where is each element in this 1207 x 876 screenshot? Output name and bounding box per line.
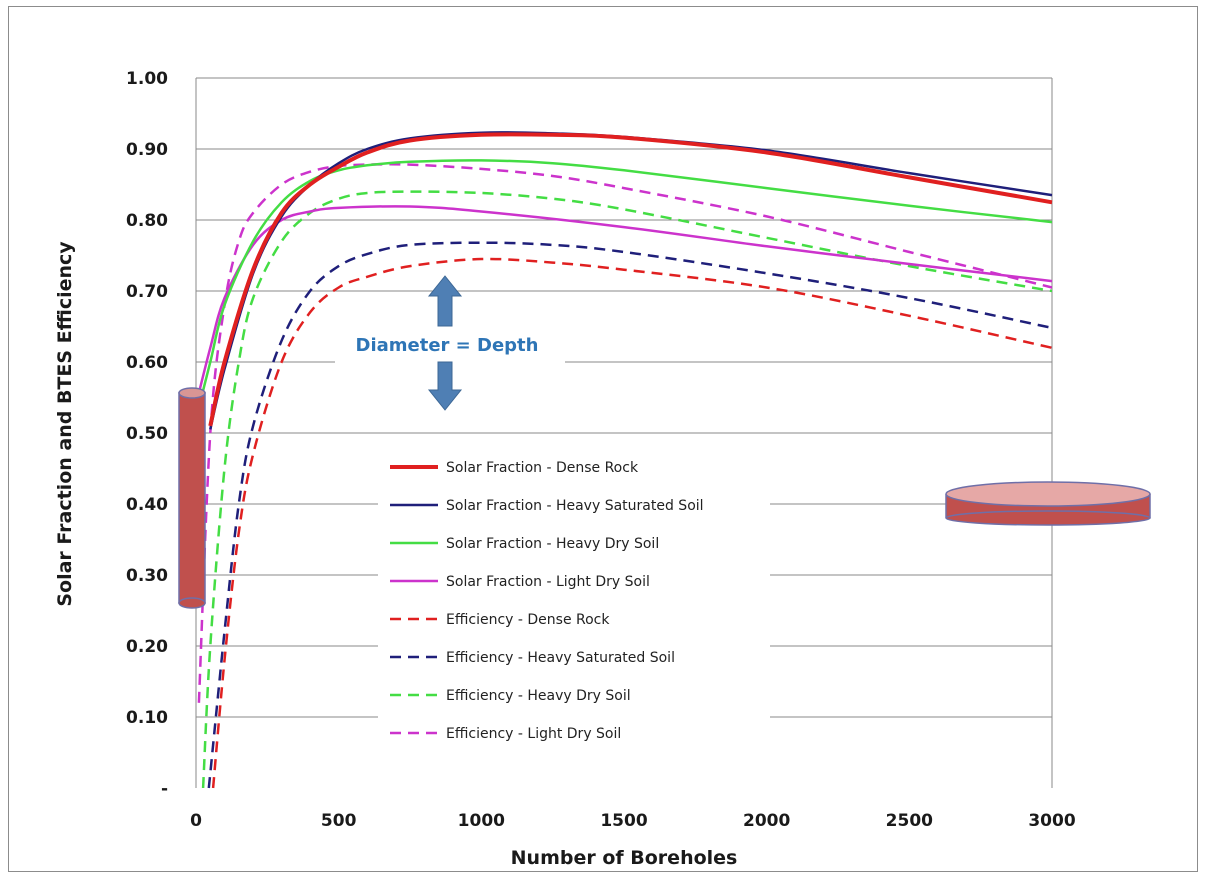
x-tick-label: 1500 — [600, 811, 647, 831]
legend-label: Efficiency - Heavy Dry Soil — [446, 688, 631, 704]
y-tick-label: 0.40 — [126, 495, 168, 515]
flat-cylinder-icon — [945, 481, 1151, 526]
series-line-3 — [194, 159, 1053, 420]
legend: Solar Fraction - Dense Rock Solar Fractio… — [378, 450, 770, 758]
series-lines — [194, 131, 1053, 789]
y-tick-labels: - 0.10 0.20 0.30 0.40 0.50 0.60 0.70 0.80 0.90 1.0… — [126, 69, 168, 799]
series-line-1 — [208, 132, 1053, 427]
legend-label: Efficiency - Heavy Saturated Soil — [446, 650, 675, 666]
legend-label: Efficiency - Light Dry Soil — [446, 726, 621, 742]
series-line-6 — [207, 241, 1053, 789]
legend-label: Solar Fraction - Heavy Saturated Soil — [446, 498, 704, 514]
y-tick-label: 1.00 — [126, 69, 168, 89]
y-axis-title: Solar Fraction and BTES Efficiency — [54, 241, 76, 607]
y-tick-label: 0.20 — [126, 637, 168, 657]
y-tick-label: 0.30 — [126, 566, 168, 586]
series-line-7 — [201, 190, 1053, 789]
series-line-8 — [197, 162, 1053, 703]
x-tick-label: 0 — [190, 811, 202, 831]
y-tick-label: 0.10 — [126, 708, 168, 728]
x-tick-label: 2500 — [886, 811, 933, 831]
y-tick-label: 0.60 — [126, 353, 168, 373]
x-tick-label: 3000 — [1028, 811, 1075, 831]
y-tick-label: 0.50 — [126, 424, 168, 444]
y-tick-label: 0.80 — [126, 211, 168, 231]
y-tick-label: 0.90 — [126, 140, 168, 160]
series-line-4 — [194, 205, 1053, 405]
legend-background — [378, 450, 770, 758]
series-line-2 — [209, 131, 1053, 430]
x-tick-label: 1000 — [458, 811, 505, 831]
y-tick-label: 0.70 — [126, 282, 168, 302]
x-tick-label: 2000 — [743, 811, 790, 831]
x-tick-label: 500 — [321, 811, 357, 831]
legend-label: Efficiency - Dense Rock — [446, 612, 610, 628]
annotation-label: Diameter = Depth — [356, 335, 539, 356]
legend-label: Solar Fraction - Dense Rock — [446, 460, 639, 476]
series-line-5 — [211, 257, 1053, 789]
tall-cylinder-icon — [178, 387, 206, 609]
x-tick-labels: 0 500 1000 1500 2000 2500 3000 — [190, 811, 1076, 831]
diameter-depth-annotation: Diameter = Depth — [335, 275, 565, 411]
x-axis-title: Number of Boreholes — [511, 847, 738, 869]
legend-label: Solar Fraction - Heavy Dry Soil — [446, 536, 659, 552]
gridlines — [196, 77, 1052, 718]
y-tick-label: - — [161, 779, 168, 799]
legend-label: Solar Fraction - Light Dry Soil — [446, 574, 650, 590]
